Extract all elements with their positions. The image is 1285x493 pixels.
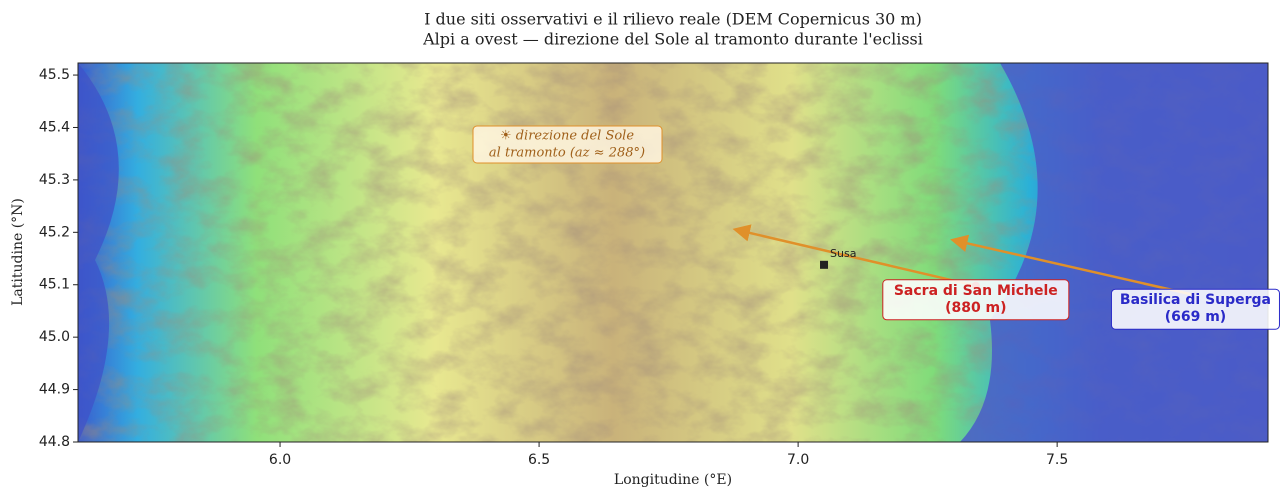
x-axis-label: Longitudine (°E)	[614, 472, 732, 488]
y-tick-label: 45.0	[39, 329, 70, 345]
y-tick-label: 45.3	[39, 172, 70, 188]
town-marker	[820, 261, 828, 269]
site-name: Basilica di Superga	[1120, 292, 1271, 308]
y-axis-label: Latitudine (°N)	[10, 198, 26, 306]
site-name: Sacra di San Michele	[894, 283, 1058, 299]
site-elevation: (880 m)	[945, 300, 1006, 316]
y-tick-label: 44.8	[39, 434, 70, 450]
sun-label: ☀ direzione del Sole	[500, 129, 634, 144]
x-tick-label: 7.5	[1046, 452, 1068, 468]
x-tick-label: 7.0	[787, 452, 809, 468]
map-figure: I due siti osservativi e il rilievo real…	[0, 0, 1285, 489]
y-tick-label: 45.4	[39, 119, 70, 135]
x-tick-label: 6.5	[528, 452, 550, 468]
site-elevation: (669 m)	[1165, 309, 1226, 325]
y-tick-label: 45.2	[39, 224, 70, 240]
y-tick-label: 45.1	[39, 277, 70, 293]
sun-label: al tramonto (az ≈ 288°)	[489, 146, 645, 161]
x-tick-label: 6.0	[269, 452, 291, 468]
y-tick-label: 45.5	[39, 67, 70, 83]
town-label: Susa	[830, 247, 856, 260]
chart-title: I due siti osservativi e il rilievo real…	[424, 10, 922, 29]
terrain	[78, 63, 1268, 442]
y-tick-label: 44.9	[39, 382, 70, 398]
chart-subtitle: Alpi a ovest — direzione del Sole al tra…	[422, 30, 923, 49]
